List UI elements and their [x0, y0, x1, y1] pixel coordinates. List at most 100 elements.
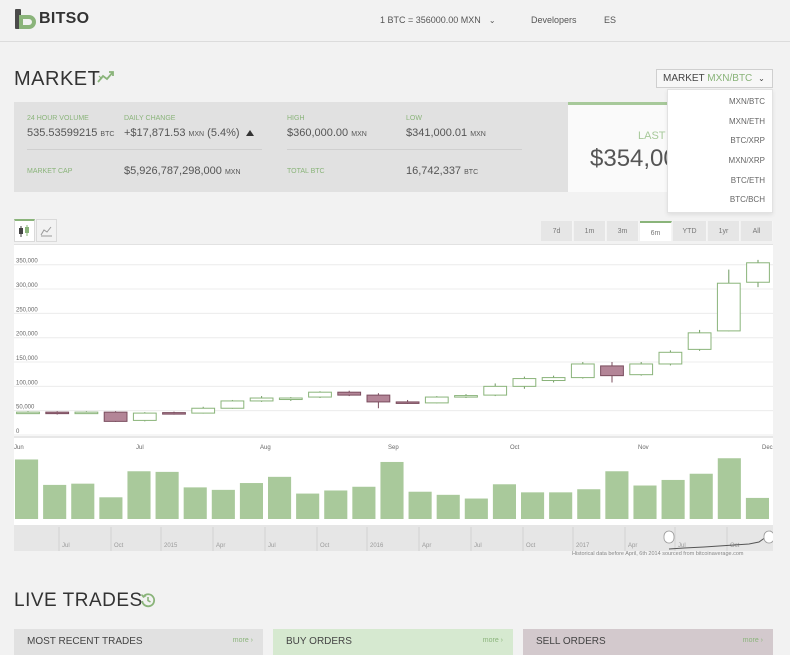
pair-option[interactable]: MXN/XRP	[728, 156, 765, 166]
candle-body	[483, 385, 508, 396]
trend-icon	[97, 71, 114, 83]
history-icon	[140, 593, 156, 608]
y-tick-label: 100,000	[16, 380, 38, 386]
volume-unit: BTC	[100, 131, 115, 138]
tab-buy-orders[interactable]: BUY ORDERS more ›	[273, 629, 513, 655]
candle-body	[132, 412, 157, 421]
candle-body	[629, 363, 654, 376]
market-cap-unit: MXN	[224, 169, 241, 176]
more-link[interactable]: more ›	[742, 637, 763, 644]
volume-bar	[717, 458, 741, 519]
volume-bar	[71, 483, 95, 519]
volume-value: 535.53599215 BTC	[27, 127, 114, 139]
candle-body	[658, 351, 683, 365]
arrow-up-icon	[245, 130, 254, 137]
area-chart-toggle[interactable]	[36, 219, 57, 242]
price-chart[interactable]: 350,000 300,000 250,000 200,000 150,000 100,0…	[14, 245, 775, 551]
navigator-label: Oct	[730, 543, 740, 549]
price-chart-area: 350,000 300,000 250,000 200,000 150,000 100,0…	[14, 244, 775, 551]
candle-body	[366, 394, 391, 403]
x-tick-label: Jul	[136, 445, 144, 451]
candlestick-chart-toggle[interactable]	[14, 219, 35, 242]
volume-bar	[605, 471, 629, 519]
bitso-logo[interactable]: BITSO	[14, 8, 89, 30]
y-tick-label: 300,000	[16, 283, 38, 289]
more-link[interactable]: more ›	[482, 637, 503, 644]
pair-option[interactable]: BTC/ETH	[730, 175, 765, 185]
change-value: +$17,871.53 MXN (5.4%)	[124, 127, 254, 139]
tab-sell-orders[interactable]: SELL ORDERS more ›	[523, 629, 773, 655]
last-price-value: $354,00	[590, 145, 668, 172]
range-1m-button[interactable]: 1m	[574, 221, 606, 241]
high-value: $360,000.00 MXN	[287, 127, 367, 139]
total-btc-number: 16,742,337	[406, 165, 462, 177]
divider	[27, 149, 262, 150]
volume-bar	[492, 484, 516, 519]
tab-recent-trades[interactable]: MOST RECENT TRADES more ›	[14, 629, 263, 655]
volume-bar	[577, 489, 601, 519]
volume-bar	[155, 471, 179, 519]
volume-bar	[15, 459, 39, 519]
navigator-handle-right[interactable]	[763, 530, 775, 544]
bitso-logo-icon	[15, 9, 36, 29]
y-tick-label: 50,000	[16, 405, 35, 411]
candle-body	[191, 407, 216, 414]
volume-bar	[296, 493, 320, 519]
historical-data-note: Historical data before April, 6th 2014 s…	[572, 551, 744, 557]
candle-body	[74, 411, 99, 415]
volume-bar	[99, 497, 123, 519]
candle-body	[512, 378, 537, 387]
candle-body	[220, 400, 245, 409]
x-tick-label: Jun	[14, 445, 24, 451]
range-1yr-button[interactable]: 1yr	[708, 221, 740, 241]
volume-bar	[408, 491, 432, 519]
pair-selector-label: MARKET	[663, 73, 705, 84]
volume-bar	[521, 492, 545, 519]
navigator-label: Jul	[268, 543, 276, 549]
pair-selector[interactable]: MARKET MXN/BTC ⌄	[656, 69, 773, 88]
candle-body	[600, 365, 624, 377]
divider	[287, 149, 522, 150]
range-all-button[interactable]: All	[741, 221, 773, 241]
last-price-label: LAST	[638, 130, 666, 142]
nav-language[interactable]: ES	[604, 15, 617, 25]
candle-body	[278, 397, 303, 401]
total-btc-label: TOTAL BTC	[287, 168, 325, 175]
pair-option[interactable]: MXN/ETH	[729, 116, 765, 126]
more-link[interactable]: more ›	[232, 637, 253, 644]
volume-bar	[268, 476, 292, 519]
rate-selector[interactable]: 1 BTC = 356000.00 MXN ⌄	[380, 15, 496, 25]
navigator-handle-left[interactable]	[663, 530, 675, 544]
pair-option[interactable]: BTC/BCH	[729, 195, 765, 205]
market-cap-number: $5,926,787,298,000	[124, 165, 222, 177]
volume-bar	[380, 461, 404, 519]
volume-bar	[464, 498, 488, 519]
pair-option[interactable]: BTC/XRP	[730, 136, 765, 146]
range-6m-button[interactable]: 6m	[640, 221, 672, 241]
volume-bar	[239, 483, 263, 519]
navigator-label: Oct	[526, 543, 536, 549]
page-title: MARKET	[14, 68, 101, 90]
candle-body	[424, 396, 449, 404]
candle-body	[687, 332, 712, 350]
range-3m-button[interactable]: 3m	[607, 221, 639, 241]
volume-bar	[352, 486, 376, 519]
range-7d-button[interactable]: 7d	[541, 221, 573, 241]
pair-selector-value: MXN/BTC	[707, 73, 753, 84]
volume-bar	[127, 471, 151, 519]
navigator-label: Jul	[474, 543, 482, 549]
volume-bar	[549, 492, 573, 519]
y-tick-label: 150,000	[16, 356, 38, 362]
range-ytd-button[interactable]: YTD	[673, 221, 707, 241]
high-unit: MXN	[351, 131, 367, 138]
y-tick-label: 0	[16, 429, 20, 435]
nav-developers[interactable]: Developers	[531, 15, 577, 25]
low-unit: MXN	[470, 131, 486, 138]
low-number: $341,000.01	[406, 127, 468, 139]
pair-option[interactable]: MXN/BTC	[729, 97, 765, 106]
tab-label: BUY ORDERS	[286, 636, 352, 647]
tab-label: MOST RECENT TRADES	[27, 636, 143, 647]
volume-bar	[633, 485, 657, 519]
navigator-label: Jul	[62, 543, 70, 549]
navigator-label: Apr	[628, 543, 637, 549]
